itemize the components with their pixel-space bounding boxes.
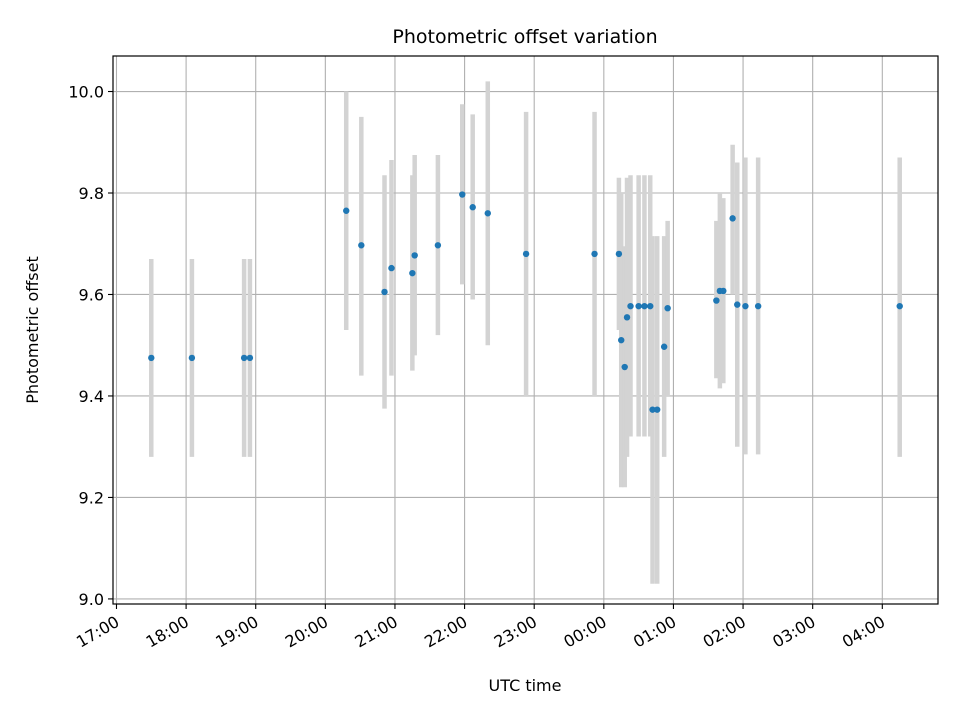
data-point — [754, 302, 762, 310]
data-point — [388, 264, 395, 272]
data-point — [591, 250, 598, 258]
x-tick-label: 19:00 — [212, 612, 261, 652]
x-tick-label: 22:00 — [421, 612, 470, 652]
data-point — [641, 302, 648, 310]
error-bars — [149, 81, 902, 584]
x-tick-label: 21:00 — [352, 612, 401, 652]
data-point — [343, 207, 350, 214]
data-point — [623, 314, 631, 321]
y-tick-label: 9.8 — [79, 184, 104, 203]
data-point — [459, 191, 466, 198]
data-point — [434, 242, 442, 249]
data-point — [720, 287, 727, 295]
data-point — [621, 363, 628, 371]
data-point — [148, 354, 155, 362]
data-point — [240, 354, 248, 362]
x-tick-label: 02:00 — [700, 612, 749, 652]
data-point — [469, 204, 476, 211]
data-point — [713, 297, 720, 304]
x-axis-ticks: 17:00 18:00 19:00 20:00 21:00 22:00 23:00 00:00… — [73, 604, 888, 652]
data-point — [358, 242, 365, 249]
data-point — [188, 354, 196, 362]
y-axis-title: Photometric offset — [23, 256, 42, 404]
data-point — [522, 250, 530, 258]
data-point — [896, 302, 903, 310]
x-tick-label: 17:00 — [73, 612, 122, 652]
data-point — [660, 343, 668, 350]
y-tick-label: 9.0 — [79, 590, 104, 609]
x-tick-label: 23:00 — [491, 612, 540, 652]
x-tick-label: 18:00 — [143, 612, 192, 652]
data-point — [484, 210, 491, 217]
y-axis-ticks: 9.0 9.2 9.4 9.6 9.8 10.0 — [68, 83, 113, 609]
y-tick-label: 10.0 — [68, 83, 104, 102]
x-tick-label: 20:00 — [282, 612, 331, 652]
x-axis-title: UTC time — [489, 676, 562, 695]
data-point — [647, 302, 654, 310]
data-point — [627, 302, 634, 310]
x-tick-label: 04:00 — [839, 612, 888, 652]
y-tick-label: 9.2 — [79, 488, 104, 507]
y-tick-label: 9.4 — [79, 387, 104, 406]
data-point — [729, 215, 736, 222]
data-point — [409, 269, 416, 277]
data-point — [664, 304, 671, 312]
x-tick-label: 03:00 — [769, 612, 818, 652]
data-point — [246, 354, 254, 362]
data-point — [653, 406, 661, 413]
data-points — [148, 191, 903, 413]
chart-title: Photometric offset variation — [392, 26, 657, 48]
plot-area-frame — [112, 55, 939, 605]
x-tick-label: 01:00 — [630, 612, 679, 652]
data-point — [411, 252, 418, 259]
data-point — [742, 302, 749, 310]
data-point — [649, 406, 656, 413]
data-point — [381, 288, 388, 296]
data-point — [635, 302, 642, 310]
data-point — [734, 301, 741, 308]
data-point — [618, 336, 625, 344]
x-tick-label: 00:00 — [560, 612, 609, 652]
y-tick-label: 9.6 — [79, 285, 104, 304]
data-point — [615, 250, 623, 258]
